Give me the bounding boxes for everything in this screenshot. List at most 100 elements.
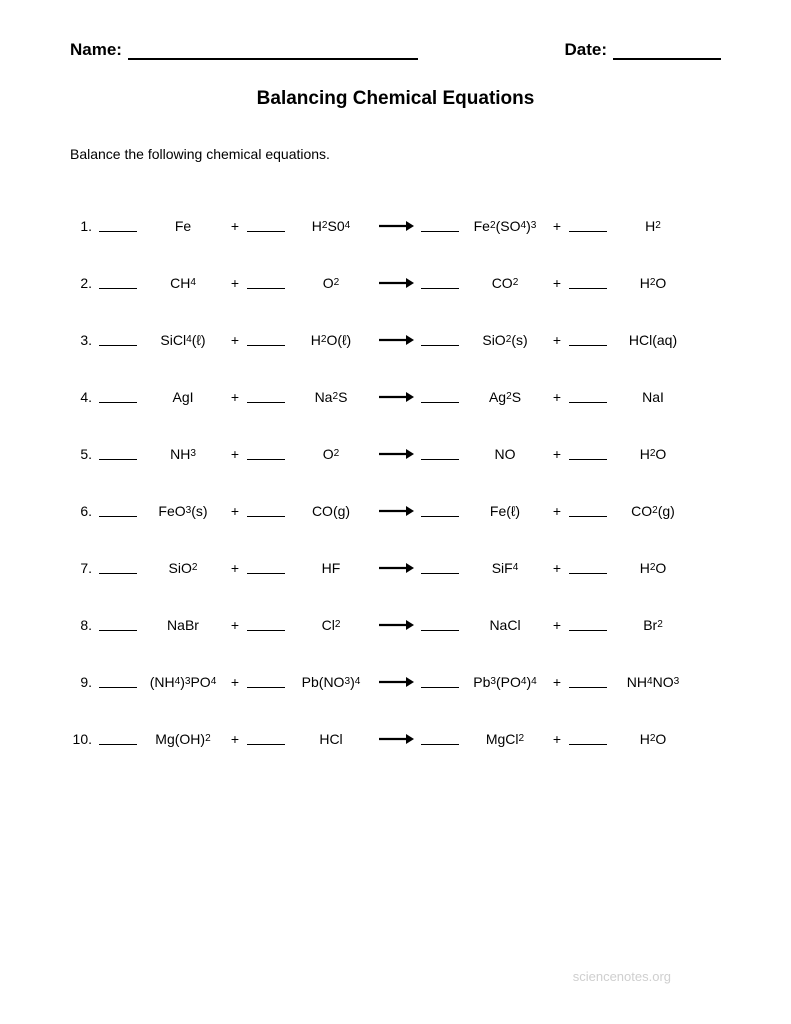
plus-sign: + xyxy=(548,503,566,519)
coefficient-blank[interactable] xyxy=(569,220,607,232)
coefficient-blank[interactable] xyxy=(569,448,607,460)
coefficient-blank[interactable] xyxy=(247,733,285,745)
coefficient-blank[interactable] xyxy=(99,277,137,289)
coefficient-blank[interactable] xyxy=(99,505,137,517)
problem-number: 3. xyxy=(70,332,96,348)
plus-sign: + xyxy=(226,275,244,291)
problem-number: 8. xyxy=(70,617,96,633)
product-1: Pb3(PO4)4 xyxy=(462,674,548,690)
name-label: Name: xyxy=(70,40,122,60)
product-1: MgCl2 xyxy=(462,731,548,747)
reactant-2: CO(g) xyxy=(288,503,374,519)
product-1: Fe(ℓ) xyxy=(462,503,548,519)
coefficient-blank[interactable] xyxy=(421,676,459,688)
coefficient-blank[interactable] xyxy=(569,391,607,403)
reactant-2: HF xyxy=(288,560,374,576)
reactant-1: NaBr xyxy=(140,617,226,633)
plus-sign: + xyxy=(548,731,566,747)
coefficient-blank[interactable] xyxy=(247,220,285,232)
coefficient-blank[interactable] xyxy=(421,505,459,517)
coefficient-blank[interactable] xyxy=(247,334,285,346)
reaction-arrow-icon xyxy=(374,676,418,688)
product-1: SiF4 xyxy=(462,560,548,576)
reactant-1: SiO2 xyxy=(140,560,226,576)
problem-row: 6.FeO3(s)+CO(g) Fe(ℓ)+CO2(g) xyxy=(70,503,721,519)
reaction-arrow-icon xyxy=(374,220,418,232)
plus-sign: + xyxy=(226,218,244,234)
coefficient-blank[interactable] xyxy=(421,733,459,745)
coefficient-blank[interactable] xyxy=(99,220,137,232)
instructions: Balance the following chemical equations… xyxy=(70,146,721,162)
coefficient-blank[interactable] xyxy=(421,334,459,346)
reactant-1: FeO3(s) xyxy=(140,503,226,519)
coefficient-blank[interactable] xyxy=(247,505,285,517)
coefficient-blank[interactable] xyxy=(569,733,607,745)
problem-number: 6. xyxy=(70,503,96,519)
reactant-2: O2 xyxy=(288,275,374,291)
reaction-arrow-icon xyxy=(374,733,418,745)
plus-sign: + xyxy=(548,275,566,291)
reactant-2: H2O(ℓ) xyxy=(288,332,374,348)
reaction-arrow-icon xyxy=(374,391,418,403)
plus-sign: + xyxy=(226,503,244,519)
date-label: Date: xyxy=(564,40,607,60)
reactant-2: Na2S xyxy=(288,389,374,405)
coefficient-blank[interactable] xyxy=(247,676,285,688)
reaction-arrow-icon xyxy=(374,448,418,460)
coefficient-blank[interactable] xyxy=(421,220,459,232)
coefficient-blank[interactable] xyxy=(421,562,459,574)
product-1: Fe2(SO4)3 xyxy=(462,218,548,234)
reactant-1: AgI xyxy=(140,389,226,405)
coefficient-blank[interactable] xyxy=(247,448,285,460)
coefficient-blank[interactable] xyxy=(569,505,607,517)
product-2: H2O xyxy=(610,731,696,747)
coefficient-blank[interactable] xyxy=(99,619,137,631)
plus-sign: + xyxy=(548,674,566,690)
reaction-arrow-icon xyxy=(374,619,418,631)
problem-number: 5. xyxy=(70,446,96,462)
reaction-arrow-icon xyxy=(374,277,418,289)
problem-row: 4.AgI+Na2S Ag2S+NaI xyxy=(70,389,721,405)
coefficient-blank[interactable] xyxy=(421,619,459,631)
coefficient-blank[interactable] xyxy=(421,391,459,403)
coefficient-blank[interactable] xyxy=(569,562,607,574)
plus-sign: + xyxy=(226,731,244,747)
coefficient-blank[interactable] xyxy=(99,391,137,403)
problem-row: 9.(NH4)3PO4+Pb(NO3)4 Pb3(PO4)4+NH4NO3 xyxy=(70,674,721,690)
reactant-2: HCl xyxy=(288,731,374,747)
reactant-2: Pb(NO3)4 xyxy=(288,674,374,690)
coefficient-blank[interactable] xyxy=(99,562,137,574)
coefficient-blank[interactable] xyxy=(99,334,137,346)
reactant-2: O2 xyxy=(288,446,374,462)
date-blank[interactable] xyxy=(613,42,721,60)
coefficient-blank[interactable] xyxy=(421,277,459,289)
coefficient-blank[interactable] xyxy=(421,448,459,460)
reactant-1: Mg(OH)2 xyxy=(140,731,226,747)
product-2: H2 xyxy=(610,218,696,234)
coefficient-blank[interactable] xyxy=(569,676,607,688)
coefficient-blank[interactable] xyxy=(569,277,607,289)
coefficient-blank[interactable] xyxy=(99,448,137,460)
plus-sign: + xyxy=(226,674,244,690)
coefficient-blank[interactable] xyxy=(99,676,137,688)
problem-number: 2. xyxy=(70,275,96,291)
coefficient-blank[interactable] xyxy=(247,619,285,631)
name-blank[interactable] xyxy=(128,42,418,60)
plus-sign: + xyxy=(548,218,566,234)
product-2: H2O xyxy=(610,275,696,291)
coefficient-blank[interactable] xyxy=(247,391,285,403)
coefficient-blank[interactable] xyxy=(247,562,285,574)
problem-row: 2.CH4+O2 CO2+H2O xyxy=(70,275,721,291)
plus-sign: + xyxy=(548,446,566,462)
product-2: HCl(aq) xyxy=(610,332,696,348)
product-2: Br2 xyxy=(610,617,696,633)
coefficient-blank[interactable] xyxy=(247,277,285,289)
coefficient-blank[interactable] xyxy=(569,619,607,631)
problem-row: 7.SiO2+HF SiF4+H2O xyxy=(70,560,721,576)
problems-list: 1.Fe+H2S04 Fe2(SO4)3+H22.CH4+O2 CO2+H2O3… xyxy=(70,218,721,747)
product-2: NH4NO3 xyxy=(610,674,696,690)
coefficient-blank[interactable] xyxy=(99,733,137,745)
problem-number: 1. xyxy=(70,218,96,234)
coefficient-blank[interactable] xyxy=(569,334,607,346)
plus-sign: + xyxy=(226,560,244,576)
